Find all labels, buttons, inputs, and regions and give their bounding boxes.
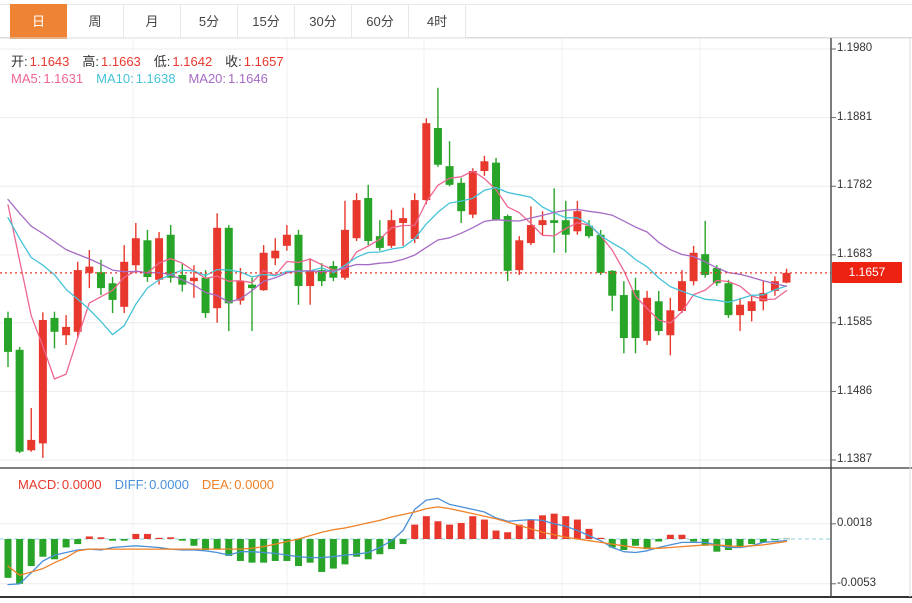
diff-label: DIFF:: [114, 477, 148, 492]
ma-lines: [7, 170, 788, 380]
macd-axis-tick-0: 0.0018: [837, 517, 873, 529]
price-axis-tick-5: 1.1486: [837, 385, 873, 397]
macd-legend: MACD: 0.0000 DIFF: 0.0000 DEA: 0.0000: [18, 477, 287, 492]
ma20-label: MA20:: [188, 71, 227, 86]
open-label: 开:: [11, 54, 28, 69]
dea-value: 0.0000: [234, 477, 275, 492]
open-value: 1.1643: [29, 54, 70, 69]
tab-day[interactable]: 日: [10, 4, 67, 39]
macd-value: 0.0000: [61, 477, 102, 492]
close-value: 1.1657: [243, 54, 284, 69]
grid-lines: [0, 38, 831, 597]
macd-histogram: [4, 513, 791, 584]
price-axis-tick-0: 1.1980: [837, 42, 873, 54]
dea-label: DEA:: [201, 477, 233, 492]
price-axis-tick-6: 1.1387: [837, 453, 873, 465]
diff-value: 0.0000: [149, 477, 189, 492]
high-label: 高:: [82, 54, 100, 69]
macd-label: MACD:: [18, 477, 60, 492]
ma5-value: 1.1631: [43, 71, 84, 86]
ohlc-legend: 开: 1.1643 高: 1.1663 低: 1.1642 收: 1.1657: [11, 51, 297, 70]
timeframe-tabs: 日 周 月 5分 15分 30分 60分 4时: [10, 4, 466, 39]
ma5-label: MA5:: [11, 71, 42, 86]
ma-legend: MA5: 1.1631 MA10: 1.1638 MA20: 1.1646: [11, 71, 281, 86]
tab-month[interactable]: 月: [124, 5, 181, 38]
current-price-badge: 1.1657: [832, 262, 902, 283]
price-axis-tick-3: 1.1683: [837, 248, 873, 260]
ma20-value: 1.1646: [228, 71, 268, 86]
tab-30min[interactable]: 30分: [295, 5, 352, 38]
price-axis-tick-1: 1.1881: [837, 111, 873, 123]
low-label: 低:: [153, 54, 171, 69]
tab-60min[interactable]: 60分: [352, 5, 409, 38]
candles: [4, 87, 791, 458]
macd-lines: [7, 497, 788, 586]
axis-ticks: [831, 48, 836, 585]
price-axis-tick-4: 1.1585: [837, 316, 873, 328]
panel-borders: [0, 37, 912, 598]
low-value: 1.1642: [172, 54, 213, 69]
tab-week[interactable]: 周: [67, 5, 124, 38]
timeframe-tab-bar: 日 周 月 5分 15分 30分 60分 4时: [0, 4, 912, 39]
macd-axis-tick-1: -0.0053: [837, 577, 877, 589]
price-axis-tick-2: 1.1782: [837, 179, 873, 191]
ma10-value: 1.1638: [135, 71, 176, 86]
tab-5min[interactable]: 5分: [181, 5, 238, 38]
tab-4hour[interactable]: 4时: [409, 5, 466, 38]
ma10-label: MA10:: [96, 71, 134, 86]
tab-15min[interactable]: 15分: [238, 5, 295, 38]
high-value: 1.1663: [101, 54, 141, 69]
close-label: 收:: [225, 54, 242, 69]
